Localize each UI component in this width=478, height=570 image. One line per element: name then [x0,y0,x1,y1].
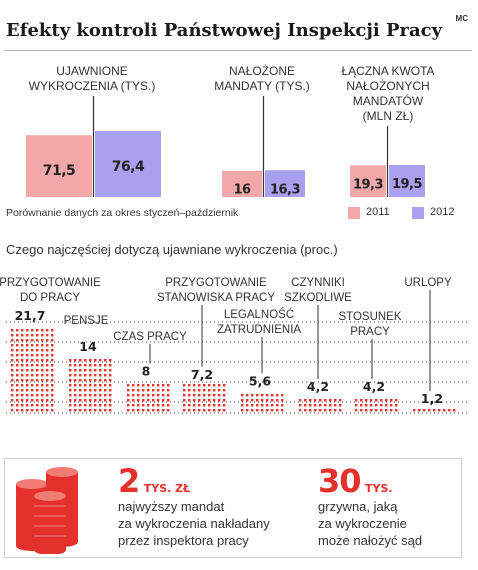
bar-value-label-2011: 16 [233,183,251,198]
violations-share-chart: 21,7 PRZYGOTOWANIE DO PRACY 14 PENSJE 8 CZAS P… [0,277,470,414]
bar-value-label: 21,7 [15,308,46,323]
fact-1-text: najwyższy mandat za wykroczenia nakładan… [118,498,270,549]
category-label-line: PRACY [350,326,390,338]
bar-value-label-2012: 19,5 [392,177,423,192]
group-label-line: NAŁOŻONYCH [346,79,429,93]
bar [299,399,342,412]
group-label-line: UJAWNIONE [56,64,128,78]
category-label-line: URLOPY [404,277,452,289]
group-label-line: (MLN ZŁ) [363,109,414,123]
category-label-line: ZATRUDNIENIA [217,324,301,336]
group-label-line: MANDATÓW [353,93,424,108]
category-label-line: PRZYGOTOWANIE [165,277,267,289]
fact-1-line: za wykroczenia nakładany [118,516,270,531]
fact-1-headline: 2 TYS. ZŁ [118,462,190,500]
category-label-line: PENSJE [64,315,109,327]
fact-2-line: za wykroczenie [318,516,407,531]
coins-icon [16,467,78,554]
category-label-line: CZYNNIKI [291,277,345,289]
fact-2-unit: TYS. [364,482,393,495]
fact-2-line: może nałożyć sąd [318,533,423,548]
title-divider [4,50,472,51]
fact-2-text: grzywna, jaką za wykroczenie może nałoży… [318,498,422,549]
bar-value-label-2011: 71,5 [43,163,76,179]
bar-value-label-2011: 19,3 [353,177,384,192]
bar [183,384,226,412]
bar [127,384,170,412]
fact-2-value: 30 [318,462,362,500]
bar-2011 [350,165,386,197]
fact-1-line: najwyższy mandat [118,499,225,514]
bar-value-label: 1,2 [421,391,443,406]
bar-2011 [222,170,262,197]
bar-value-label-2012: 76,4 [112,159,145,175]
category-label-line: STOSUNEK [338,311,401,323]
legend-swatch-2012 [412,207,424,219]
bar-value-label: 7,2 [191,367,213,382]
fact-2-headline: 30 TYS. [318,462,393,500]
group-label-line: NAŁOŻONE [229,64,295,78]
bar [69,359,112,412]
legend-label-2012: 2012 [430,206,455,218]
bar-2012 [95,131,161,197]
group-label-line: WYKROCZENIA (TYS.) [29,79,156,93]
fact-1-line: przez inspektora pracy [118,533,249,548]
category-label-line: LEGALNOŚĆ [224,308,294,321]
fact-1-unit: TYS. ZŁ [143,482,191,495]
fact-2-line: grzywna, jaką [318,499,398,514]
chart-title: Efekty kontroli Państwowej Inspekcji Pra… [6,20,443,41]
bar-value-label: 4,2 [363,379,385,394]
bar-value-label: 14 [79,339,97,354]
category-label-line: CZAS PRACY [113,331,187,343]
bar [11,329,54,412]
bar-value-label: 8 [142,364,151,379]
bar-2012 [389,165,425,197]
category-label-line: DO PRACY [20,292,80,304]
category-label-line: PRZYGOTOWANIE [0,277,101,289]
bar-value-label: 4,2 [307,379,329,394]
bar-value-label: 5,6 [249,373,271,388]
group-label-line: MANDATY (TYS.) [214,79,310,93]
bar [355,399,398,412]
source-credit: MC [455,14,468,23]
legend-label-2011: 2011 [366,206,390,218]
facts-box [4,458,462,558]
fact-1-value: 2 [118,462,140,500]
bar-2012 [265,170,305,197]
group-label-line: ŁĄCZNA KWOTA [341,64,434,78]
bar [241,394,284,412]
bar-value-label-2012: 16,3 [270,182,301,197]
bar-2011 [26,135,92,197]
category-label-line: SZKODLIWE [284,292,352,304]
bottom-chart-subtitle: Czego najczęściej dotyczą ujawniane wykr… [6,242,338,257]
category-label-line: STANOWISKA PRACY [157,292,275,304]
legend-swatch-2011 [348,207,360,219]
bar [413,409,456,412]
top-note: Porównanie danych za okres styczeń–paźdz… [6,207,239,219]
